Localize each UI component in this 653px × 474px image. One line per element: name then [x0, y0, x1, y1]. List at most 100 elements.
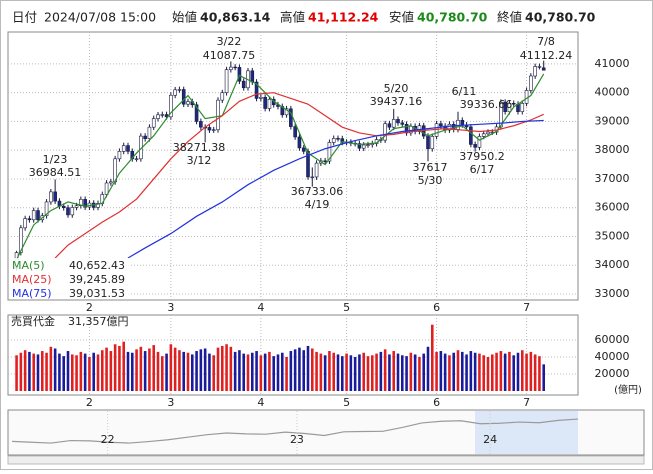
volume-bar: [225, 344, 228, 391]
volume-bar: [36, 354, 40, 391]
candle-body: [199, 121, 203, 128]
volume-bar: [285, 356, 288, 391]
volume-bar: [143, 351, 147, 391]
volume-bar: [401, 355, 404, 391]
candle-body: [49, 191, 53, 203]
candle-body: [259, 96, 263, 99]
volume-bar: [229, 346, 233, 391]
volume-bar: [71, 354, 74, 391]
candle-body: [301, 147, 306, 152]
volume-bar: [58, 353, 61, 391]
volume-bar: [469, 351, 473, 391]
volume-bar: [126, 351, 130, 391]
volume-bar: [306, 345, 310, 391]
volume-bar: [255, 351, 258, 391]
annotation-date: 3/22: [217, 35, 242, 48]
volume-bar: [165, 353, 168, 391]
volume-bar: [105, 347, 108, 391]
volume-bar: [118, 345, 121, 391]
annotation-value: 41112.24: [520, 49, 573, 62]
volume-bar: [263, 353, 267, 391]
candle-body: [134, 158, 139, 160]
candle-body: [537, 66, 542, 68]
volume-bar: [349, 355, 353, 391]
volume-bar: [516, 352, 520, 391]
x-tick-label: 4: [257, 301, 264, 314]
high-value: 41,112.24: [308, 10, 379, 25]
volume-bar: [396, 353, 400, 391]
volume-bar: [49, 346, 53, 391]
annotation-date: 1/23: [43, 153, 68, 166]
volume-bar: [75, 355, 78, 391]
candle-body: [186, 101, 190, 105]
header: 日付 2024/07/08 15:00 始値 40,863.14 高値 41,1…: [12, 10, 596, 25]
volume-bar: [276, 354, 280, 391]
candle-body: [237, 67, 242, 82]
navigator-selection[interactable]: [475, 411, 578, 454]
volume-bar: [88, 356, 91, 391]
volume-bar: [191, 354, 194, 391]
volume-bar: [409, 352, 413, 391]
volume-bar: [178, 350, 181, 391]
candle-body: [469, 126, 473, 145]
candle-body: [177, 89, 182, 91]
volume-bar: [366, 356, 370, 391]
candle-body: [126, 145, 130, 152]
volume-bar: [92, 352, 95, 391]
low-value: 40,780.70: [417, 10, 488, 25]
candle-body: [224, 69, 229, 93]
candle-body: [61, 205, 66, 208]
date-label: 日付: [12, 10, 37, 25]
volume-bar: [323, 355, 327, 391]
open-label: 始値: [172, 10, 197, 25]
legend-name: MA(5): [12, 259, 45, 272]
candle-body: [357, 143, 362, 149]
y-tick-label: 34000: [595, 258, 630, 271]
candle-body: [477, 136, 482, 148]
annotation-value: 37950.2: [459, 150, 505, 163]
volume-bar: [362, 352, 365, 391]
candle-body: [216, 99, 220, 131]
candle-body: [173, 89, 177, 96]
candle-body: [53, 191, 57, 202]
volume-bar: [242, 353, 245, 391]
candle-body: [229, 66, 233, 70]
annotation-date: 5/30: [418, 174, 443, 187]
scrollbar[interactable]: [7, 455, 645, 465]
panel-title: 売買代金: [11, 314, 55, 328]
volume-bar: [32, 353, 35, 391]
volume-bar: [473, 352, 477, 391]
volume-bar: [96, 354, 100, 391]
volume-bar: [413, 354, 417, 391]
volume-bar: [495, 352, 498, 391]
volume-bar: [358, 354, 361, 391]
volume-bar: [289, 351, 293, 391]
volume-bar: [208, 353, 211, 391]
candle-body: [499, 101, 503, 128]
volume-bar: [182, 351, 185, 391]
volume-bar: [383, 349, 387, 391]
y-tick-label: 41000: [595, 57, 630, 70]
annotation-value: 39437.16: [370, 95, 423, 108]
annotation-value: 38271.38: [173, 141, 226, 154]
volume-bar: [302, 350, 305, 391]
volume-bar: [101, 350, 104, 391]
candle-body: [434, 123, 439, 137]
volume-bar: [169, 344, 173, 391]
volume-bar: [66, 351, 70, 391]
candle-body: [293, 126, 297, 138]
y-tick-label: 36000: [595, 201, 630, 214]
volume-bar: [152, 345, 155, 391]
volume-bar: [83, 353, 87, 391]
y-tick-label: 37000: [595, 172, 630, 185]
x-tick-label: 6: [433, 301, 440, 314]
volume-bar: [529, 351, 533, 391]
annotation-value: 37617: [413, 161, 448, 174]
volume-bar: [482, 355, 485, 391]
y-tick-label: 20000: [595, 367, 630, 380]
candle-body: [327, 142, 332, 162]
volume-bar: [238, 350, 241, 391]
x-tick-label: 3: [167, 396, 174, 409]
volume-bar: [233, 351, 237, 391]
